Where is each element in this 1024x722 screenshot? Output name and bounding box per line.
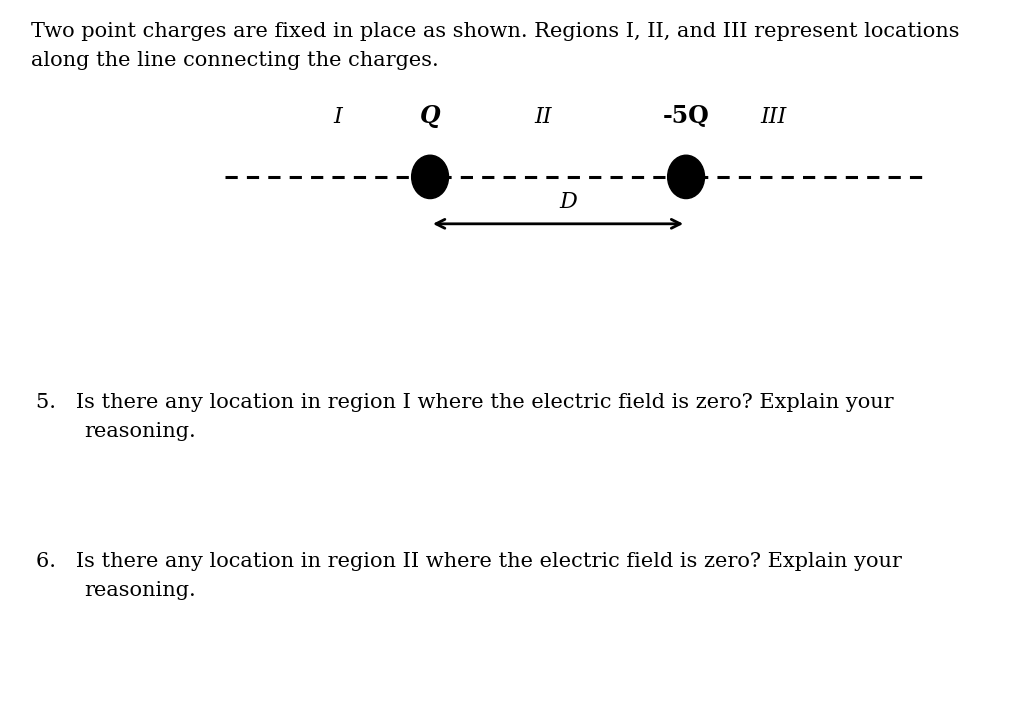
Text: I: I [334, 106, 342, 128]
Ellipse shape [412, 155, 449, 199]
Ellipse shape [668, 155, 705, 199]
Text: 6.   Is there any location in region II where the electric field is zero? Explai: 6. Is there any location in region II wh… [36, 552, 902, 571]
Text: Q: Q [420, 104, 440, 128]
Text: reasoning.: reasoning. [84, 581, 196, 600]
Text: II: II [534, 106, 552, 128]
Text: D: D [559, 191, 578, 213]
Text: along the line connecting the charges.: along the line connecting the charges. [31, 51, 438, 69]
Text: Two point charges are fixed in place as shown. Regions I, II, and III represent : Two point charges are fixed in place as … [31, 22, 959, 40]
Text: 5.   Is there any location in region I where the electric field is zero? Explain: 5. Is there any location in region I whe… [36, 393, 894, 412]
Text: III: III [760, 106, 786, 128]
Text: -5Q: -5Q [663, 104, 710, 128]
Text: reasoning.: reasoning. [84, 422, 196, 441]
